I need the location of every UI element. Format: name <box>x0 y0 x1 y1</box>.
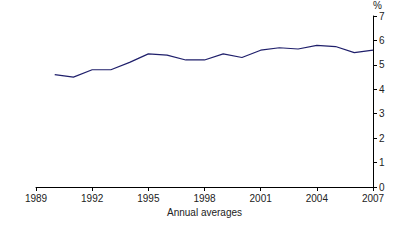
svg-text:%: % <box>373 0 382 11</box>
svg-text:1: 1 <box>379 157 385 168</box>
svg-text:0: 0 <box>379 182 385 193</box>
svg-text:5: 5 <box>379 59 385 70</box>
svg-text:6: 6 <box>379 35 385 46</box>
svg-text:1995: 1995 <box>137 193 160 204</box>
svg-text:2007: 2007 <box>362 193 385 204</box>
svg-text:3: 3 <box>379 108 385 119</box>
svg-text:2: 2 <box>379 133 385 144</box>
svg-text:1992: 1992 <box>81 193 104 204</box>
svg-text:1989: 1989 <box>25 193 48 204</box>
svg-text:4: 4 <box>379 84 385 95</box>
svg-text:2004: 2004 <box>306 193 329 204</box>
svg-text:7: 7 <box>379 11 385 22</box>
svg-text:2001: 2001 <box>250 193 273 204</box>
svg-text:1998: 1998 <box>193 193 216 204</box>
svg-text:Annual averages: Annual averages <box>167 207 242 218</box>
